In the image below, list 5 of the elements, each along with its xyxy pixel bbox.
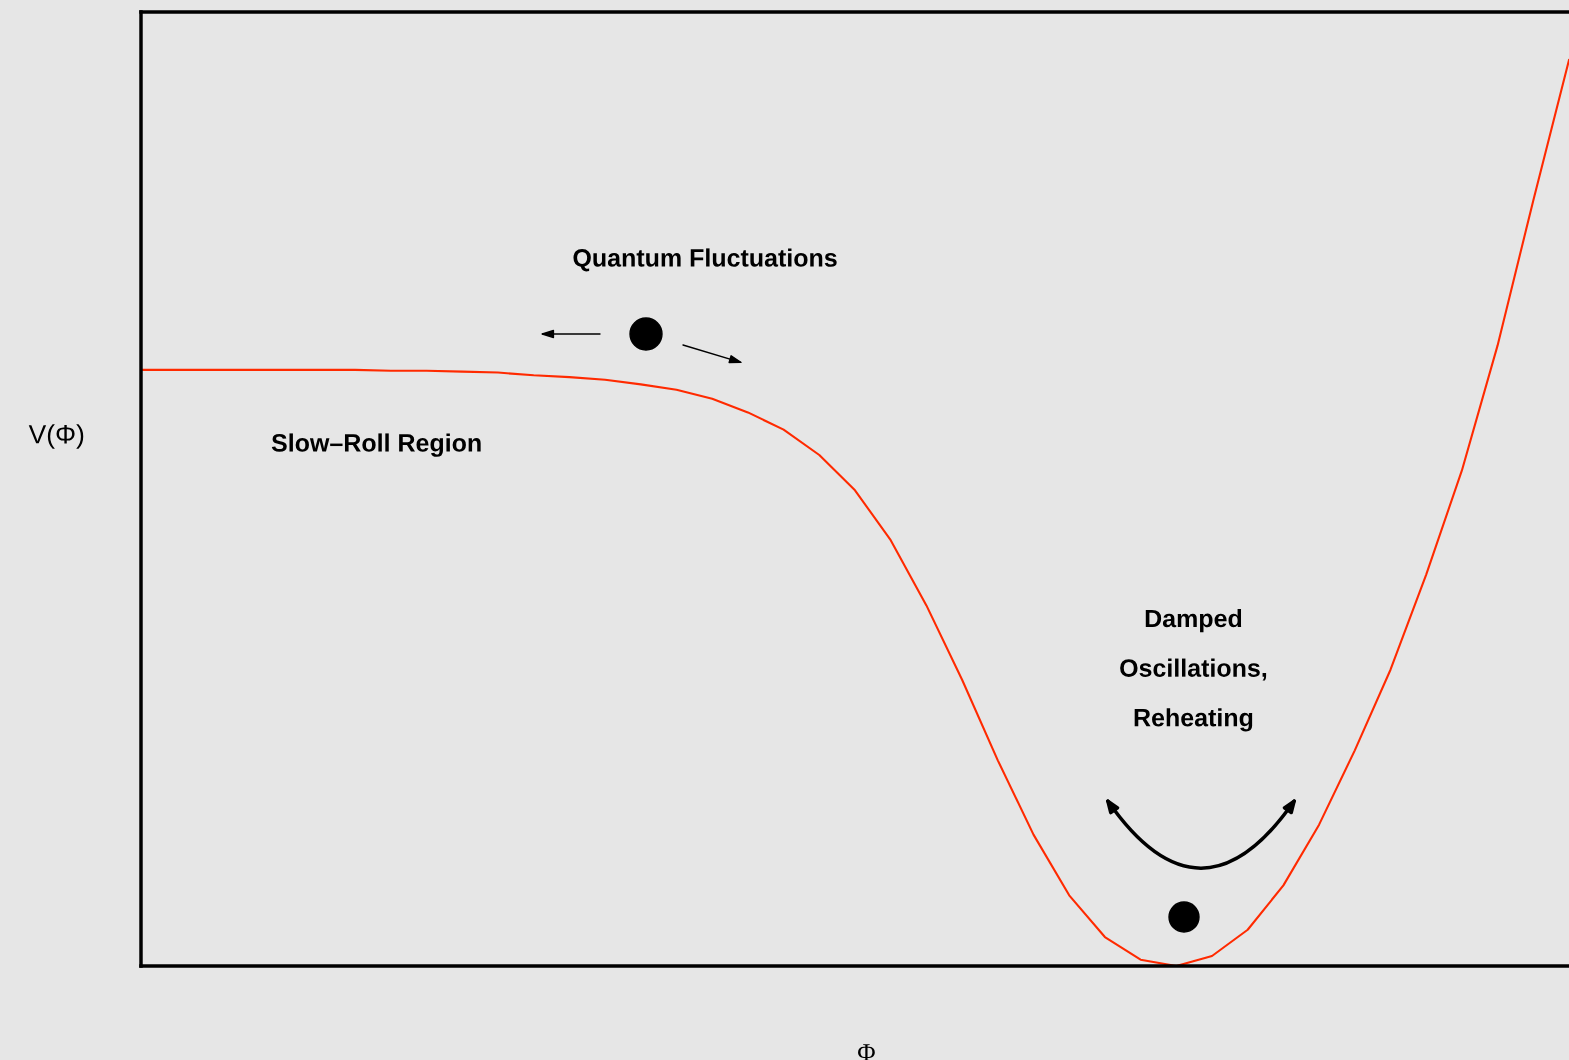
x-axis-title: Φ bbox=[858, 1044, 875, 1060]
annotation: Damped Oscillations, Reheating bbox=[1120, 608, 1267, 732]
y-axis-title: V(Φ) bbox=[28, 424, 84, 449]
annotation: Slow–Roll Region bbox=[271, 433, 481, 457]
annotation: Quantum Fluctuations bbox=[573, 248, 837, 272]
